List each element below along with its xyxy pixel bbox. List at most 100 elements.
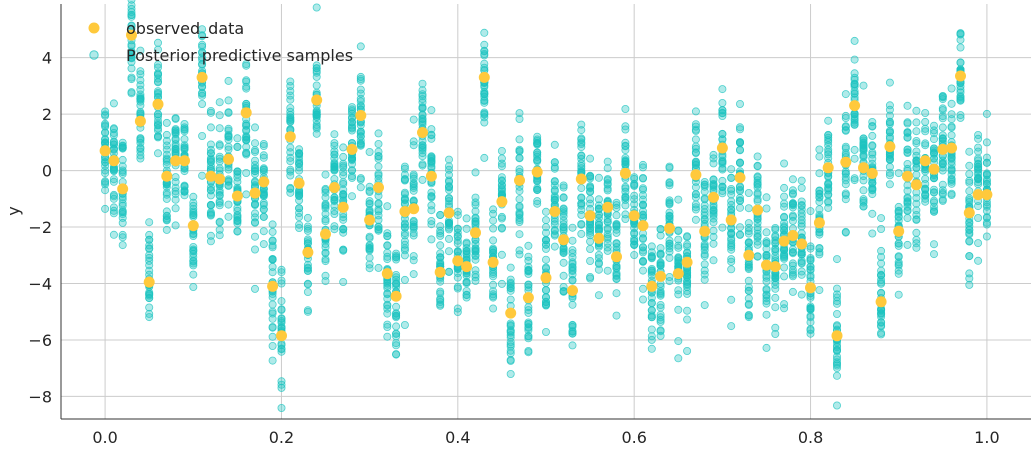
posterior-sample-point [392,313,401,322]
posterior-sample-point [409,170,418,179]
posterior-sample-point [736,223,745,232]
posterior-sample-point [250,139,259,148]
posterior-sample-point [577,126,586,135]
posterior-sample-point [612,201,621,210]
posterior-sample-point [542,263,551,272]
posterior-sample-point [383,289,392,298]
posterior-sample-point [109,145,118,154]
posterior-sample-point [559,220,568,229]
posterior-sample-point [330,209,339,218]
posterior-sample-point [303,224,312,233]
posterior-sample-point [250,284,259,293]
posterior-sample-point [259,205,268,214]
posterior-sample-point [744,239,753,248]
posterior-sample-point [250,123,259,132]
posterior-sample-point [797,176,806,185]
posterior-sample-point [418,95,427,104]
posterior-sample-point [894,202,903,211]
posterior-sample-point [409,186,418,195]
posterior-sample-point [965,218,974,227]
posterior-sample-point [162,180,171,189]
posterior-sample-point [947,110,956,119]
posterior-sample-point [833,255,842,264]
posterior-sample-point [189,245,198,254]
posterior-sample-point [259,240,268,249]
posterior-sample-point [339,159,348,168]
posterior-sample-point [145,288,154,297]
posterior-sample-point [136,101,145,110]
posterior-sample-point [956,88,965,97]
posterior-sample-point [400,275,409,284]
posterior-sample-point [947,152,956,161]
posterior-sample-point [568,270,577,279]
posterior-sample-point [250,160,259,169]
posterior-sample-point [727,173,736,182]
posterior-sample-point [145,256,154,265]
posterior-sample-point [162,188,171,197]
posterior-sample-point [101,122,110,131]
posterior-sample-point [444,193,453,202]
observed-data-point [179,155,190,167]
posterior-sample-point [286,104,295,113]
posterior-sample-point [744,294,753,303]
posterior-sample-point [674,195,683,204]
posterior-sample-point [762,193,771,202]
posterior-sample-point [841,114,850,123]
posterior-sample-point [171,189,180,198]
posterior-sample-point [506,321,515,330]
posterior-sample-point [286,95,295,104]
posterior-sample-point [339,143,348,152]
posterior-sample-point [788,190,797,199]
posterior-sample-point [436,277,445,286]
posterior-sample-point [330,162,339,171]
posterior-sample-point [841,227,850,236]
observed-data-point [249,187,261,199]
posterior-sample-point [224,165,233,174]
posterior-sample-point [982,202,991,211]
posterior-sample-point [550,195,559,204]
posterior-sample-point [321,243,330,252]
posterior-sample-point [718,164,727,173]
posterior-sample-point [233,134,242,143]
posterior-sample-point [118,206,127,215]
posterior-sample-point [374,205,383,214]
posterior-sample-point [462,239,471,248]
posterior-sample-point [568,259,577,268]
posterior-sample-point [559,258,568,267]
posterior-sample-point [347,103,356,112]
posterior-sample-point [259,198,268,207]
posterior-sample-point [824,116,833,125]
posterior-sample-point [233,203,242,212]
posterior-sample-point [815,145,824,154]
posterior-sample-point [356,101,365,110]
posterior-sample-point [153,112,162,121]
posterior-sample-point [118,155,127,164]
posterior-sample-point [912,118,921,127]
posterior-sample-point [286,148,295,157]
posterior-sample-point [674,305,683,314]
observed-data-point [611,251,622,263]
observed-data-point [664,222,675,234]
posterior-sample-point [162,130,171,139]
posterior-sample-point [436,210,445,219]
posterior-sample-point [162,225,171,234]
posterior-sample-point [736,158,745,167]
posterior-sample-point [171,145,180,154]
posterior-sample-point [277,305,286,314]
posterior-sample-point [956,58,965,67]
posterior-sample-point [665,196,674,205]
posterior-sample-point [480,98,489,107]
posterior-sample-point [524,303,533,312]
posterior-sample-point [550,164,559,173]
observed-data-point [364,214,376,226]
posterior-sample-point [850,89,859,98]
posterior-sample-point [242,77,251,86]
posterior-sample-point [127,42,136,51]
posterior-sample-point [480,108,489,117]
posterior-sample-point [250,167,259,176]
posterior-sample-point [242,121,251,130]
observed-data-point [470,227,481,239]
posterior-sample-point [286,91,295,100]
posterior-sample-point [497,250,506,259]
posterior-sample-point [736,230,745,239]
